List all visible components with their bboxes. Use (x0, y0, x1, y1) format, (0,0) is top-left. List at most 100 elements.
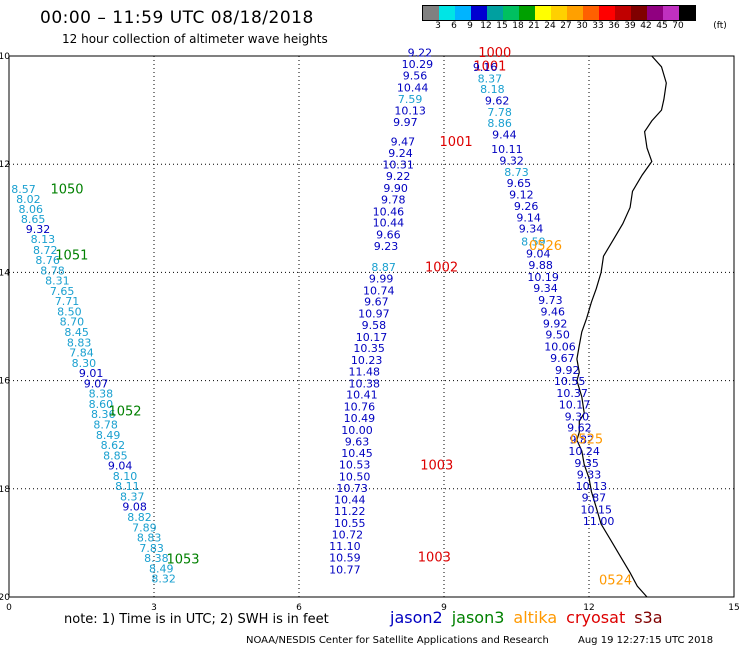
wave-height-value: 8.59 (521, 236, 546, 249)
wave-height-value: 8.30 (72, 357, 97, 370)
pass-time-label: 0524 (599, 573, 632, 588)
wave-height-value: 10.53 (339, 459, 371, 472)
wave-height-value: 8.49 (96, 429, 121, 442)
wave-height-value: 10.59 (329, 552, 361, 565)
wave-height-value: 7.59 (398, 93, 423, 106)
wave-height-value: 9.63 (345, 435, 370, 448)
wave-height-value: 10.45 (341, 447, 373, 460)
coastline (576, 55, 667, 598)
wave-height-value: 8.38 (89, 388, 114, 401)
wave-height-value: 9.90 (383, 182, 408, 195)
wave-height-value: 9.32 (499, 154, 524, 167)
legend-tick-label: 6 (451, 21, 457, 31)
satellite-legend-cryosat: cryosat (566, 608, 626, 627)
wave-height-value: 8.10 (113, 470, 138, 483)
wave-height-value: 8.76 (35, 254, 60, 267)
wave-height-value: 11.10 (329, 540, 361, 553)
wave-height-value: 9.62 (567, 422, 592, 435)
generation-timestamp: Aug 19 12:27:15 UTC 2018 (578, 635, 714, 646)
wave-height-value: 9.24 (388, 147, 413, 160)
wave-height-value: 11.00 (583, 515, 615, 528)
legend-swatch (647, 6, 663, 20)
wave-height-value: 9.56 (403, 70, 428, 83)
wave-height-value: 9.82 (570, 434, 595, 447)
wave-height-value: 7.84 (69, 347, 94, 360)
legend-tick-label: 33 (592, 21, 604, 31)
pass-time-label: 0526 (529, 239, 562, 254)
wave-height-value: 10.38 (349, 377, 381, 390)
wave-height-value: 10.46 (373, 205, 405, 218)
y-tick-label: -14 (0, 268, 10, 278)
y-tick-label: -20 (0, 593, 10, 603)
legend-tick-label: 12 (480, 21, 492, 31)
legend-swatch (503, 6, 519, 20)
legend-swatch (487, 6, 503, 20)
wave-height-value: 9.47 (391, 136, 416, 149)
wave-height-value: 9.88 (528, 259, 553, 272)
wave-height-value: 9.04 (526, 248, 551, 261)
wave-height-value: 9.92 (543, 317, 568, 330)
y-tick-label: -18 (0, 485, 10, 495)
wave-height-value: 10.49 (344, 412, 376, 425)
wave-height-value: 10.23 (351, 354, 383, 367)
wave-height-value: 9.78 (381, 193, 406, 206)
legend-tick-label: 18 (512, 21, 524, 31)
satellite-legend-altika: altika (513, 608, 558, 627)
wave-height-value: 10.74 (363, 284, 395, 297)
wave-height-value: 8.60 (89, 398, 114, 411)
pass-time-label: 1002 (425, 261, 458, 276)
legend-unit-label: (ft) (713, 21, 727, 31)
wave-height-value: 11.22 (334, 505, 366, 518)
wave-height-value: 10.73 (336, 482, 368, 495)
legend-tick-label: 24 (544, 21, 556, 31)
wave-height-value: 9.12 (509, 189, 534, 202)
pass-time-label: 1001 (440, 135, 473, 150)
pass-time-label: 1001 (473, 59, 506, 74)
wave-height-value: 9.04 (108, 460, 133, 473)
wave-height-value: 8.02 (16, 193, 41, 206)
x-tick-label: 12 (583, 603, 594, 613)
wave-height-value: 10.17 (559, 398, 591, 411)
wave-height-value: 8.31 (45, 275, 70, 288)
wave-height-value: 8.13 (31, 233, 56, 246)
legend-swatch (439, 6, 455, 20)
wave-height-value: 10.97 (358, 308, 390, 321)
wave-height-value: 10.76 (344, 401, 376, 414)
wave-height-color-legend (422, 5, 696, 21)
pass-time-label: 0525 (570, 433, 603, 448)
wave-height-value: 9.97 (393, 116, 418, 129)
wave-height-value: 9.33 (577, 468, 602, 481)
wave-height-value: 8.73 (504, 166, 529, 179)
wave-height-value: 10.41 (346, 389, 378, 402)
y-tick-label: -10 (0, 52, 10, 62)
wave-height-value: 10.00 (341, 424, 373, 437)
legend-swatch (615, 6, 631, 20)
pass-time-label: 1051 (55, 249, 88, 264)
legend-swatch (519, 6, 535, 20)
x-tick-label: 15 (728, 603, 739, 613)
wave-height-value: 9.22 (386, 170, 411, 183)
units-note: note: 1) Time is in UTC; 2) SWH is in fe… (64, 612, 329, 627)
wave-height-value: 9.50 (545, 329, 570, 342)
legend-swatch (535, 6, 551, 20)
wave-height-value: 9.08 (122, 501, 147, 514)
wave-height-value: 9.44 (492, 129, 517, 142)
legend-tick-label: 30 (576, 21, 588, 31)
wave-height-value: 8.83 (137, 532, 162, 545)
wave-height-value: 8.06 (19, 203, 44, 216)
wave-height-value: 8.38 (144, 552, 169, 565)
legend-tick-label: 3 (435, 21, 441, 31)
pass-time-label: 1003 (418, 551, 451, 566)
wave-height-value: 9.58 (362, 319, 387, 332)
legend-tick-label: 70 (672, 21, 684, 31)
wave-height-value: 9.23 (374, 240, 399, 253)
wave-height-value: 9.99 (369, 272, 394, 285)
wave-height-value: 8.86 (487, 117, 512, 130)
x-tick-label: 9 (441, 603, 447, 613)
legend-tick-label: 9 (467, 21, 473, 31)
wave-height-value: 8.87 (371, 261, 396, 274)
wave-height-value: 9.62 (485, 94, 510, 107)
legend-swatch (599, 6, 615, 20)
x-tick-label: 0 (6, 603, 12, 613)
